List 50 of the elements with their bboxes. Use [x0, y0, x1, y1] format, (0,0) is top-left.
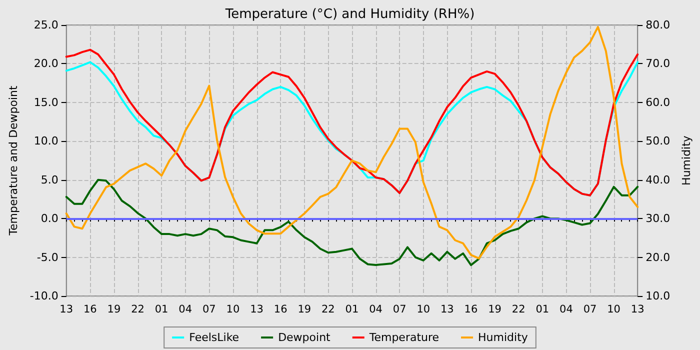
y-tick-label: 20.0: [34, 57, 58, 70]
y2-tick-label: 60.0: [646, 96, 670, 109]
x-tick-label: 22: [512, 304, 526, 316]
x-tick-label: 10: [607, 304, 620, 316]
x-tick-label: 16: [83, 304, 98, 316]
x-tick-label: 10: [226, 304, 240, 316]
y2-tick-label: 40.0: [646, 173, 670, 186]
x-tick-label: 22: [131, 304, 144, 316]
y-tick-label: 15.0: [34, 96, 58, 109]
y-tick-label: 5.0: [40, 173, 58, 186]
x-tick-label: 01: [536, 304, 550, 316]
x-tick-label: 07: [392, 304, 406, 316]
y2-axis-title: Humidity: [680, 135, 693, 186]
x-tick-label: 22: [321, 304, 335, 316]
x-tick-label: 01: [154, 304, 168, 316]
legend-label: Humidity: [478, 331, 528, 344]
x-tick-label: 13: [250, 304, 264, 316]
x-tick-label: 10: [416, 304, 430, 316]
y-tick-label: 25.0: [34, 18, 58, 32]
x-tick-label: 13: [630, 304, 644, 316]
legend-label: Temperature: [368, 331, 440, 344]
y2-tick-label: 20.0: [646, 250, 670, 264]
x-tick-label: 07: [202, 304, 216, 316]
chart-title: Temperature (°C) and Humidity (RH%): [224, 7, 475, 22]
x-tick-label: 04: [560, 304, 574, 316]
line-series: [65, 26, 639, 260]
x-tick-label: 04: [178, 304, 192, 316]
y-tick-label: 10.0: [34, 134, 58, 148]
line-series: [65, 178, 639, 266]
y2-tick-label: 50.0: [646, 134, 670, 148]
x-tick-label: 04: [369, 304, 383, 316]
x-tick-label: 19: [107, 304, 121, 316]
y-axis-title: Temperature and Dewpoint: [7, 84, 20, 236]
legend-label: Dewpoint: [278, 331, 332, 344]
y2-tick-label: 80.0: [646, 18, 670, 32]
x-tick-label: 19: [298, 304, 312, 316]
x-tick-label: 07: [583, 304, 597, 316]
y2-tick-label: 30.0: [646, 212, 670, 226]
y-tick-label: -5.0: [36, 250, 58, 264]
x-tick-label: 01: [345, 304, 359, 316]
x-tick-label: 13: [440, 304, 454, 316]
x-tick-label: 16: [274, 304, 288, 316]
y2-tick-label: 70.0: [646, 57, 670, 70]
legend-label: FeelsLike: [189, 331, 240, 344]
y-tick-label: -10.0: [30, 290, 58, 302]
x-tick-label: 13: [60, 304, 74, 316]
y-tick-label: 0.0: [40, 212, 58, 226]
y2-tick-label: 10.0: [646, 290, 670, 302]
x-tick-label: 16: [464, 304, 478, 316]
x-tick-label: 19: [488, 304, 502, 316]
